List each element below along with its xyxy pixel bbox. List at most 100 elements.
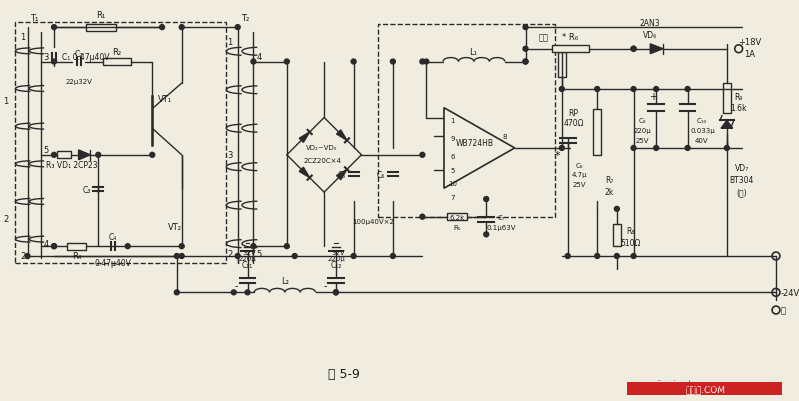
FancyBboxPatch shape <box>447 214 467 221</box>
Text: 220μ: 220μ <box>634 128 651 134</box>
Text: C₄: C₄ <box>109 232 117 241</box>
Circle shape <box>391 254 396 259</box>
Text: R₃ VD₁ 2CP23: R₃ VD₁ 2CP23 <box>46 161 97 170</box>
Circle shape <box>52 244 57 249</box>
Circle shape <box>232 290 237 295</box>
Text: -: - <box>235 281 238 291</box>
Text: 0.1μ63V: 0.1μ63V <box>487 224 515 230</box>
FancyBboxPatch shape <box>67 243 86 250</box>
Circle shape <box>631 87 636 92</box>
Text: VD₆: VD₆ <box>643 31 658 41</box>
Text: -24V: -24V <box>781 288 799 297</box>
Text: 2: 2 <box>227 249 233 258</box>
Text: 220μ: 220μ <box>327 255 345 261</box>
Circle shape <box>333 290 339 295</box>
Circle shape <box>179 244 185 249</box>
Text: * R₆: * R₆ <box>562 33 578 43</box>
Circle shape <box>631 254 636 259</box>
Circle shape <box>251 244 256 249</box>
Circle shape <box>235 254 240 259</box>
Text: 接线图.COM: 接线图.COM <box>686 384 725 393</box>
Circle shape <box>772 253 780 260</box>
Text: C₇: C₇ <box>497 214 505 220</box>
Text: 1A: 1A <box>744 50 755 59</box>
Text: R₄: R₄ <box>72 252 81 261</box>
Circle shape <box>725 146 729 151</box>
FancyBboxPatch shape <box>558 53 566 78</box>
Circle shape <box>559 146 564 151</box>
Text: 5: 5 <box>451 167 455 173</box>
Text: 220μ: 220μ <box>239 255 256 261</box>
Text: C₁₁: C₁₁ <box>242 261 253 269</box>
Text: 6: 6 <box>451 154 455 160</box>
Text: jiexiantu: jiexiantu <box>657 379 699 389</box>
Text: 25V: 25V <box>573 182 586 188</box>
Polygon shape <box>300 133 310 143</box>
Circle shape <box>96 153 101 158</box>
Text: RP: RP <box>569 109 578 118</box>
Circle shape <box>654 87 658 92</box>
Circle shape <box>284 244 289 249</box>
Circle shape <box>594 254 600 259</box>
Circle shape <box>735 46 742 53</box>
Circle shape <box>160 26 165 30</box>
Text: *: * <box>555 150 561 160</box>
Text: -: - <box>324 281 327 291</box>
Text: VT₁: VT₁ <box>158 95 172 104</box>
Circle shape <box>565 254 570 259</box>
Circle shape <box>351 254 356 259</box>
Circle shape <box>631 47 636 52</box>
Text: 4: 4 <box>43 239 49 248</box>
Text: C₃: C₃ <box>82 185 90 194</box>
Text: +18V: +18V <box>737 38 761 47</box>
Text: 1: 1 <box>3 97 9 106</box>
FancyBboxPatch shape <box>57 152 71 159</box>
FancyBboxPatch shape <box>103 59 131 66</box>
Circle shape <box>420 60 425 65</box>
Text: C₂: C₂ <box>74 50 83 59</box>
Text: 2: 2 <box>3 215 9 224</box>
Circle shape <box>52 26 57 30</box>
Polygon shape <box>721 121 733 129</box>
Text: C₈: C₈ <box>576 162 583 168</box>
Text: 9: 9 <box>451 136 455 142</box>
Text: 25V: 25V <box>636 138 649 144</box>
Circle shape <box>631 47 636 52</box>
Circle shape <box>654 146 658 151</box>
Text: 1: 1 <box>227 38 233 47</box>
Text: 6.2k: 6.2k <box>449 214 464 220</box>
Text: 8: 8 <box>503 134 507 140</box>
Text: T₂: T₂ <box>241 14 250 23</box>
Text: 32V: 32V <box>331 249 344 255</box>
Polygon shape <box>336 131 347 141</box>
Text: 7: 7 <box>451 194 455 200</box>
Circle shape <box>483 197 489 202</box>
Circle shape <box>772 306 780 314</box>
Text: C₅: C₅ <box>338 170 346 180</box>
Circle shape <box>772 289 780 296</box>
Circle shape <box>685 146 690 151</box>
Circle shape <box>251 60 256 65</box>
Text: R₇: R₇ <box>605 175 613 184</box>
Text: (绿): (绿) <box>737 188 747 197</box>
Circle shape <box>179 254 185 259</box>
Text: VD₂~VD₅: VD₂~VD₅ <box>306 145 338 151</box>
Text: C₉: C₉ <box>638 118 646 124</box>
Text: L₁: L₁ <box>470 48 478 57</box>
Circle shape <box>351 60 356 65</box>
Text: 4: 4 <box>256 53 262 62</box>
Text: 40V: 40V <box>694 138 708 144</box>
FancyBboxPatch shape <box>626 382 782 395</box>
Text: 2: 2 <box>20 252 26 261</box>
Circle shape <box>174 290 179 295</box>
Circle shape <box>52 244 57 249</box>
Circle shape <box>523 60 528 65</box>
Text: C₆: C₆ <box>377 170 385 180</box>
Circle shape <box>614 207 619 212</box>
Circle shape <box>631 146 636 151</box>
Circle shape <box>125 244 130 249</box>
Circle shape <box>420 215 425 220</box>
Polygon shape <box>78 150 90 160</box>
Text: 2CZ20C×4: 2CZ20C×4 <box>304 157 341 163</box>
Text: 1.6k: 1.6k <box>730 104 747 113</box>
